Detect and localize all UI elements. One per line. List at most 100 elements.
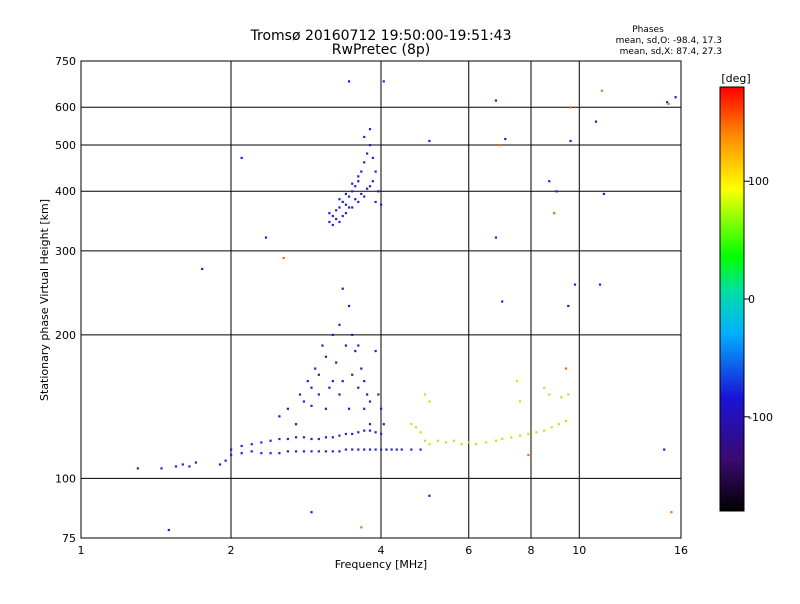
data-point [374, 170, 377, 173]
data-point [351, 206, 354, 209]
data-point [278, 437, 281, 441]
data-point [250, 450, 253, 453]
data-point [324, 436, 328, 439]
data-point [331, 450, 334, 453]
data-point [363, 135, 366, 139]
data-point [548, 393, 551, 396]
data-point [218, 463, 222, 466]
data-point [518, 434, 522, 437]
data-point [310, 450, 313, 453]
data-point [335, 209, 338, 212]
y-axis-ticks: 75 100 200 300 400 500 600 750 [55, 55, 76, 545]
y-tick-label: 75 [62, 532, 76, 545]
x-tick-label: 8 [528, 544, 535, 557]
legend-heading: Phases [632, 25, 664, 35]
data-point [357, 386, 360, 389]
x-tick-label: 6 [465, 544, 472, 557]
x-axis-label: Frequency [MHz] [335, 558, 427, 571]
data-point [351, 333, 354, 337]
data-point [428, 400, 431, 403]
data-point [136, 467, 139, 470]
data-point [371, 156, 374, 160]
colorbar-tick-label: -100 [748, 411, 773, 424]
data-point [564, 419, 568, 423]
data-point [501, 437, 504, 441]
data-point [351, 432, 354, 436]
chart-subtitle: RwPretec (8p) [332, 42, 430, 58]
data-point [331, 333, 334, 337]
data-point [357, 431, 360, 434]
data-point [230, 448, 233, 451]
data-point [374, 200, 377, 204]
data-point [240, 156, 243, 160]
data-point [357, 200, 360, 204]
data-point [354, 185, 357, 188]
data-point [324, 407, 328, 410]
data-point [331, 223, 334, 227]
data-point [436, 439, 439, 442]
data-point [543, 429, 546, 432]
data-point [344, 212, 348, 215]
data-point [428, 139, 431, 143]
data-point [351, 182, 354, 185]
data-point [240, 444, 243, 448]
data-point [188, 465, 191, 468]
data-point [294, 450, 298, 453]
colorbar-label: [deg] [721, 72, 750, 85]
data-point [395, 448, 398, 451]
data-point [306, 380, 309, 383]
data-point [224, 459, 227, 462]
data-point [338, 393, 341, 396]
colorbar-tick-label: 0 [748, 293, 755, 306]
data-point [567, 393, 570, 396]
data-point [201, 267, 204, 271]
data-point [354, 198, 357, 201]
data-point [497, 143, 501, 147]
data-point [377, 393, 380, 396]
y-axis-label: Stationary phase Virtual Height [km] [38, 199, 51, 401]
data-point [194, 461, 198, 464]
data-point [594, 120, 598, 123]
data-point [501, 300, 504, 303]
data-point [382, 423, 385, 426]
data-point [380, 432, 383, 436]
data-point [298, 393, 302, 396]
data-point [390, 448, 393, 451]
data-point [363, 407, 366, 410]
data-points [136, 80, 677, 532]
data-point [302, 450, 306, 453]
data-point [428, 443, 431, 446]
data-point [357, 175, 360, 178]
chart-legend: Phases mean, sd,O: -98.4, 17.3 mean, sd,… [616, 25, 722, 57]
data-point [269, 439, 272, 442]
data-point [344, 448, 348, 451]
data-point [535, 431, 538, 434]
legend-line-o: mean, sd,O: -98.4, 17.3 [616, 36, 722, 46]
data-point [474, 443, 478, 446]
data-point [286, 437, 289, 441]
data-point [354, 349, 357, 353]
data-point [360, 526, 363, 529]
data-point [341, 380, 344, 383]
data-point [317, 437, 320, 441]
grid-lines [81, 61, 681, 538]
data-point [423, 393, 427, 396]
data-point [550, 426, 553, 429]
data-point [357, 344, 360, 347]
data-point [351, 373, 354, 376]
data-point [357, 448, 360, 451]
data-point [302, 400, 306, 403]
data-point [282, 256, 285, 260]
data-point [278, 452, 281, 455]
data-point [286, 450, 289, 453]
data-point [366, 187, 369, 190]
y-tick-label: 300 [55, 245, 76, 258]
data-point [167, 528, 170, 532]
data-point [428, 494, 431, 497]
data-point [494, 439, 498, 442]
data-point [598, 283, 602, 286]
data-point [363, 429, 366, 432]
data-point [324, 355, 328, 358]
data-point [410, 448, 413, 451]
